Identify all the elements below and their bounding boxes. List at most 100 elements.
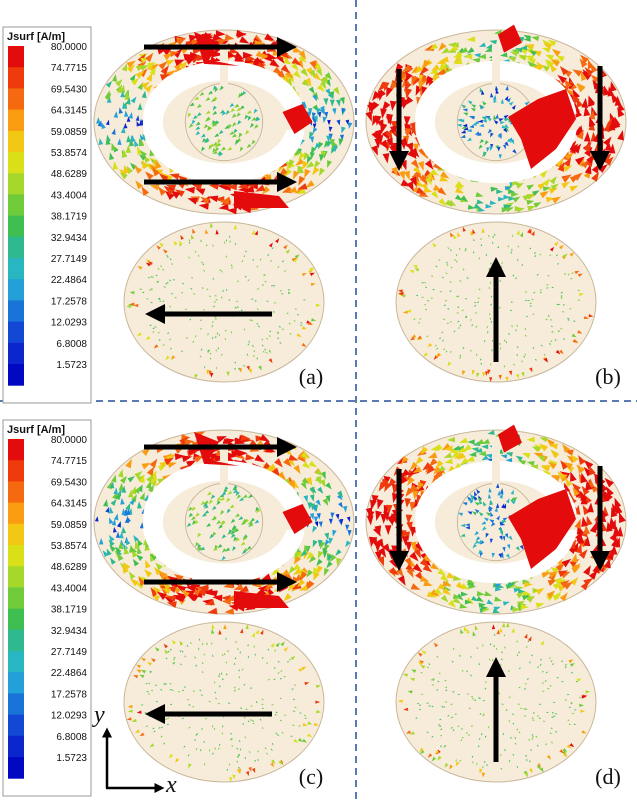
- field-vector: [347, 529, 352, 537]
- field-vector: [478, 288, 481, 291]
- field-vector: [238, 675, 241, 679]
- field-vector: [181, 689, 185, 692]
- field-vector: [433, 642, 439, 648]
- field-vector: [163, 683, 166, 686]
- field-vector: [498, 374, 502, 380]
- field-vector: [564, 664, 568, 667]
- field-vector: [289, 332, 292, 335]
- field-vector: [124, 110, 129, 117]
- legend-swatch: [8, 364, 24, 386]
- field-vector: [300, 481, 307, 490]
- field-vector: [168, 753, 174, 759]
- field-vector: [490, 186, 499, 192]
- field-vector: [563, 462, 573, 470]
- field-vector: [473, 250, 475, 254]
- field-vector: [232, 774, 236, 780]
- field-vector: [323, 567, 330, 576]
- field-vector: [475, 192, 484, 198]
- legend-value: 38.1719: [51, 605, 88, 616]
- field-vector: [312, 567, 319, 576]
- field-vector: [228, 702, 231, 704]
- field-vector: [444, 744, 447, 748]
- field-vector: [279, 697, 283, 700]
- field-vector: [543, 357, 549, 363]
- field-vector: [163, 52, 173, 61]
- field-vector: [169, 683, 172, 685]
- field-vector: [474, 131, 480, 135]
- field-vector: [256, 265, 259, 268]
- field-vector: [460, 457, 469, 465]
- field-vector: [252, 722, 255, 725]
- field-vector: [486, 599, 494, 605]
- field-vector: [181, 433, 191, 441]
- field-vector: [534, 254, 536, 258]
- field-vector: [446, 714, 450, 717]
- field-vector: [412, 490, 419, 500]
- field-vector: [576, 531, 584, 542]
- field-vector: [163, 286, 166, 288]
- field-vector: [176, 37, 187, 46]
- field-vector: [313, 516, 319, 523]
- field-vector: [195, 664, 198, 667]
- field-vector: [161, 300, 165, 303]
- field-vector: [302, 160, 309, 170]
- field-vector: [281, 260, 285, 263]
- field-vector: [422, 462, 432, 471]
- field-vector: [231, 745, 233, 748]
- field-vector: [316, 107, 321, 115]
- field-vector: [128, 571, 136, 580]
- field-vector: [203, 504, 209, 509]
- field-vector: [309, 494, 315, 502]
- field-vector: [231, 133, 237, 138]
- field-vector: [375, 129, 382, 141]
- field-vector: [564, 666, 568, 669]
- field-vector: [454, 182, 463, 190]
- field-vector: [308, 86, 315, 95]
- field-vector: [448, 199, 457, 207]
- field-vector: [209, 499, 213, 505]
- field-vector: [109, 544, 116, 552]
- field-vector: [110, 498, 117, 506]
- field-vector: [563, 304, 566, 306]
- x-axis-label: x: [165, 772, 177, 798]
- field-vector: [243, 716, 246, 719]
- field-vector: [279, 341, 282, 344]
- ground-vectors: [397, 622, 591, 778]
- field-vector: [229, 240, 231, 243]
- field-vector: [539, 703, 542, 706]
- field-vector: [423, 352, 428, 357]
- field-vector: [283, 676, 286, 678]
- field-vector: [123, 122, 128, 129]
- field-vector: [551, 330, 554, 333]
- field-vector: [173, 661, 176, 664]
- field-vector: [430, 445, 440, 451]
- field-vector: [99, 537, 104, 545]
- field-vector: [268, 334, 271, 338]
- field-vector: [187, 198, 198, 205]
- legend-value: 32.9434: [51, 233, 88, 244]
- field-vector: [157, 464, 167, 472]
- field-vector: [266, 300, 269, 302]
- field-vector: [547, 274, 550, 277]
- field-vector: [410, 66, 420, 74]
- field-vector: [329, 554, 337, 563]
- field-vector: [569, 706, 572, 709]
- field-vector: [499, 530, 504, 536]
- field-vector: [488, 487, 492, 493]
- field-vector: [499, 52, 508, 58]
- field-vector: [217, 702, 220, 705]
- field-vector: [233, 662, 236, 665]
- field-vector: [127, 704, 133, 709]
- field-vector: [208, 370, 212, 376]
- field-vector: [555, 730, 558, 733]
- field-vector: [192, 228, 196, 234]
- field-vector: [457, 446, 466, 453]
- field-vector: [131, 718, 137, 722]
- field-vector: [205, 523, 211, 527]
- field-vector: [481, 455, 489, 461]
- field-vector: [122, 561, 131, 571]
- field-vector: [163, 457, 174, 466]
- field-vector: [147, 693, 150, 695]
- field-vector: [240, 707, 243, 709]
- field-vector: [482, 372, 486, 378]
